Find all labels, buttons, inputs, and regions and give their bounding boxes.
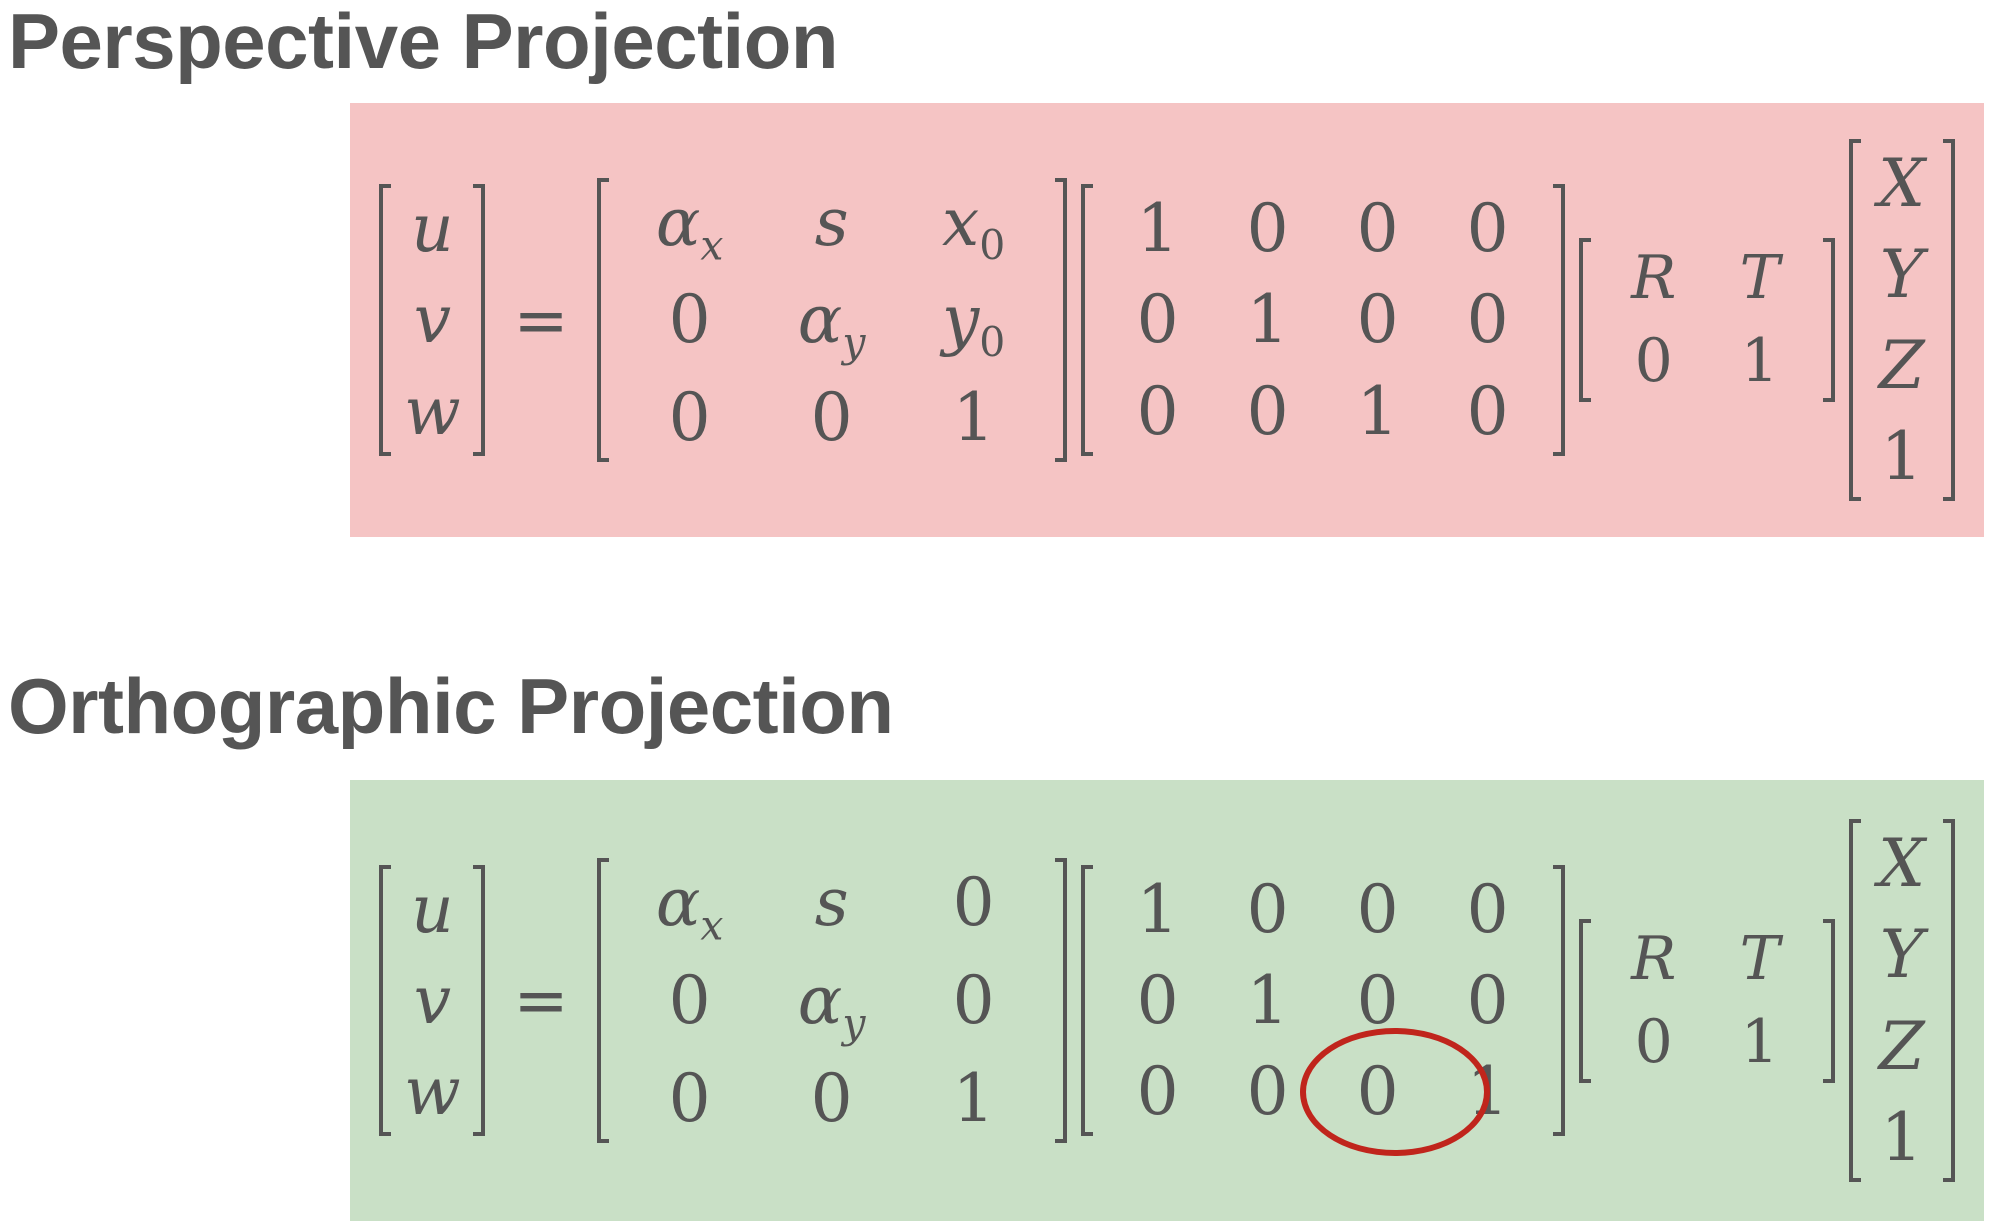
intrinsic-cell: s xyxy=(814,183,849,261)
lhs-vector: u v w xyxy=(379,184,486,456)
projection-cell: 0 xyxy=(1466,190,1509,268)
intrinsic-cell: 0 xyxy=(952,864,995,942)
perspective-equation: u v w = αx s x0 0 αy y0 0 0 1 xyxy=(350,103,1984,537)
intrinsic-cell: αx xyxy=(655,183,724,270)
point-cell: X xyxy=(1878,144,1926,222)
projection-cell: 1 xyxy=(1246,961,1289,1039)
intrinsic-cell: x0 xyxy=(942,183,1006,270)
projection-cell: 0 xyxy=(1356,281,1399,359)
extrinsic-cell: 0 xyxy=(1634,1006,1673,1077)
intrinsic-cell: 0 xyxy=(810,1059,853,1137)
extrinsic-cell: T xyxy=(1739,923,1780,994)
intrinsic-cell: 1 xyxy=(952,379,995,456)
projection-cell: 0 xyxy=(1466,281,1509,359)
extrinsic-matrix: R T 0 1 xyxy=(1578,238,1835,402)
projection-cell: 0 xyxy=(1246,1053,1289,1131)
perspective-heading: Perspective Projection xyxy=(8,0,839,85)
equals-sign: = xyxy=(513,962,569,1039)
intrinsic-cell: 0 xyxy=(668,1059,711,1137)
intrinsic-cell: y0 xyxy=(941,281,1006,367)
lhs-v: v xyxy=(413,281,451,359)
equals-sign: = xyxy=(513,281,569,359)
projection-cell: 0 xyxy=(1246,372,1289,450)
intrinsic-cell: αy xyxy=(797,281,866,367)
projection-cell: 1 xyxy=(1356,372,1399,450)
lhs-vector: u v w xyxy=(379,864,486,1137)
extrinsic-cell: 1 xyxy=(1740,1006,1779,1077)
intrinsic-matrix: αx s 0 0 αy 0 0 0 1 xyxy=(596,858,1067,1143)
extrinsic-cell: 0 xyxy=(1634,326,1673,396)
extrinsic-matrix: R T 0 1 xyxy=(1578,918,1835,1083)
intrinsic-cell: αx xyxy=(655,864,724,950)
projection-cell: 1 xyxy=(1246,281,1289,359)
lhs-w: w xyxy=(404,372,461,450)
projection-cell: 1 xyxy=(1136,190,1179,268)
intrinsic-cell: 0 xyxy=(668,281,711,359)
intrinsic-cell: s xyxy=(814,864,849,942)
projection-cell: 1 xyxy=(1136,870,1179,948)
projection-cell: 0 xyxy=(1136,372,1179,450)
lhs-u: u xyxy=(411,870,454,948)
projection-cell: 0 xyxy=(1356,190,1399,268)
intrinsic-cell: 1 xyxy=(952,1059,995,1137)
point-cell: 1 xyxy=(1880,418,1923,496)
intrinsic-cell: αy xyxy=(797,961,866,1048)
point-vector: X Y Z 1 xyxy=(1848,819,1955,1182)
projection-cell: 0 xyxy=(1356,961,1399,1039)
point-cell: Y xyxy=(1879,916,1924,994)
point-cell: Y xyxy=(1879,235,1924,313)
projection-cell: 0 xyxy=(1246,190,1289,268)
projection-cell: 0 xyxy=(1136,961,1179,1039)
orthographic-equation-panel: u v w = αx s 0 0 αy 0 0 0 1 xyxy=(350,780,1984,1221)
perspective-equation-panel: u v w = αx s x0 0 αy y0 0 0 1 xyxy=(350,103,1984,537)
orthographic-heading: Orthographic Projection xyxy=(8,662,894,750)
projection-cell: 0 xyxy=(1356,870,1399,948)
intrinsic-cell: 0 xyxy=(668,961,711,1039)
intrinsic-matrix: αx s x0 0 αy y0 0 0 1 xyxy=(596,177,1067,463)
point-cell: Z xyxy=(1878,1007,1925,1085)
point-cell: Z xyxy=(1878,327,1925,404)
extrinsic-cell: R xyxy=(1631,923,1677,994)
projection-cell: 0 xyxy=(1136,281,1179,359)
intrinsic-cell: 0 xyxy=(810,379,853,456)
point-vector: X Y Z 1 xyxy=(1848,138,1955,502)
orthographic-equation: u v w = αx s 0 0 αy 0 0 0 1 xyxy=(350,780,1984,1221)
point-cell: X xyxy=(1878,825,1926,903)
extrinsic-cell: T xyxy=(1739,243,1780,313)
extrinsic-cell: 1 xyxy=(1740,326,1779,396)
lhs-u: u xyxy=(411,190,454,268)
projection-cell: 0 xyxy=(1466,870,1509,948)
lhs-w: w xyxy=(404,1053,461,1131)
point-cell: 1 xyxy=(1880,1098,1923,1176)
projection-cell: 0 xyxy=(1246,870,1289,948)
projection-cell: 0 xyxy=(1466,961,1509,1039)
intrinsic-cell: 0 xyxy=(668,379,711,456)
projection-cell: 0 xyxy=(1136,1053,1179,1131)
lhs-v: v xyxy=(413,961,451,1039)
projection-matrix: 1 0 0 0 0 1 0 0 0 0 0 1 xyxy=(1080,864,1565,1137)
extrinsic-cell: R xyxy=(1631,243,1677,313)
intrinsic-cell: 0 xyxy=(952,961,995,1039)
projection-matrix: 1 0 0 0 0 1 0 0 0 0 1 0 xyxy=(1080,184,1565,456)
highlight-circle-annotation xyxy=(1300,1028,1490,1156)
projection-cell: 0 xyxy=(1466,372,1509,450)
